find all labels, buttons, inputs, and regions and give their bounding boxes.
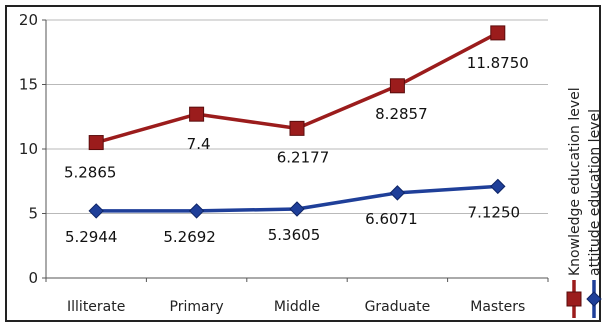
data-label: 11.8750 [467, 54, 529, 72]
data-point-marker [88, 135, 104, 151]
data-point-marker [389, 78, 405, 94]
y-tick-label: 0 [28, 269, 38, 287]
axes [42, 19, 549, 282]
y-axis-ticks: 0 5 10 15 20 [19, 11, 38, 287]
x-category-label: Graduate [365, 299, 431, 315]
data-label: 8.2857 [375, 105, 428, 123]
data-label: 5.2865 [64, 164, 117, 182]
data-label: 5.3605 [268, 226, 321, 244]
data-point-marker [88, 203, 104, 219]
legend-marker [586, 291, 602, 307]
y-tick-label: 15 [19, 76, 38, 94]
data-point-marker [490, 25, 506, 41]
y-tick-label: 20 [19, 11, 38, 29]
y-tick-label: 5 [28, 205, 38, 223]
legend-label: Knowledge education level [567, 87, 583, 276]
data-point-marker [490, 178, 506, 195]
data-label: 7.4 [187, 135, 211, 153]
chart-frame [5, 5, 601, 322]
gridlines [46, 19, 548, 214]
legend: Knowledge education level attitude educat… [566, 87, 603, 318]
data-point-marker [188, 203, 205, 219]
data-point-marker [189, 106, 205, 122]
data-label: 6.2177 [277, 148, 330, 166]
legend-marker [566, 291, 582, 307]
x-category-label: Primary [170, 299, 224, 315]
x-category-label: Middle [274, 299, 320, 315]
data-label: 7.1250 [468, 203, 521, 221]
data-point-marker [289, 120, 305, 136]
y-tick-label: 10 [19, 140, 38, 158]
x-category-label: Masters [470, 299, 525, 315]
data-point-marker [389, 185, 406, 201]
data-point-marker [289, 201, 305, 217]
legend-label: attitude education level [587, 109, 603, 276]
data-label: 5.2944 [65, 228, 118, 246]
data-labels: 5.2865 7.4 6.2177 8.2857 11.8750 5.2944 5.2692… [64, 54, 529, 246]
x-axis-categories: Illiterate Primary Middle Graduate Masters [67, 299, 525, 315]
x-category-label: Illiterate [67, 299, 125, 315]
series-group [88, 25, 506, 219]
data-label: 6.6071 [365, 210, 418, 228]
data-label: 5.2692 [163, 228, 216, 246]
